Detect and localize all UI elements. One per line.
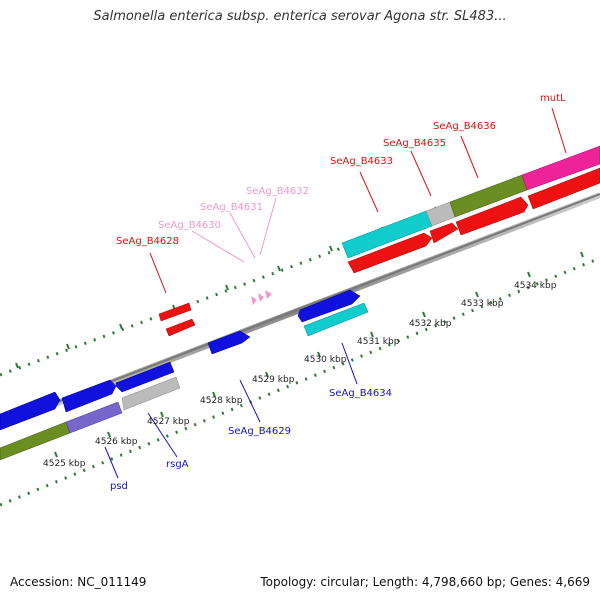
gene-label-b4634: SeAg_B4634 — [329, 388, 392, 399]
gene-feature-b4628-b[interactable] — [165, 318, 196, 337]
gene-feature-blue-1[interactable] — [0, 391, 61, 431]
scale-label-4530: 4530 kbp — [304, 355, 347, 365]
upper-dotted-track — [0, 150, 600, 377]
gene-feature-red-b[interactable] — [347, 232, 433, 274]
label-leaders — [104, 107, 567, 479]
map-title: Salmonella enterica subsp. enterica sero… — [93, 9, 507, 24]
gene-feature-red-c[interactable] — [429, 222, 459, 244]
gene-feature-blue-2[interactable] — [61, 379, 117, 413]
gene-feature-b4630[interactable] — [251, 296, 257, 305]
gene-feature-b4631[interactable] — [258, 293, 264, 302]
accession-text: Accession: NC_011149 — [10, 575, 147, 589]
scale-label-4533: 4533 kbp — [461, 299, 504, 309]
gene-label-psd: psd — [110, 481, 128, 492]
gene-feature-blue-3[interactable] — [115, 361, 175, 393]
gene-label-b4629: SeAg_B4629 — [228, 426, 291, 437]
gene-feature-b4629[interactable] — [207, 330, 251, 355]
gene-feature-rsgA[interactable] — [121, 376, 181, 411]
gene-label-b4630: SeAg_B4630 — [158, 220, 221, 231]
gene-feature-mutL[interactable] — [521, 145, 600, 191]
gene-feature-b4634-blue[interactable] — [297, 289, 361, 323]
gene-label-b4635: SeAg_B4635 — [383, 138, 446, 149]
gene-label-b4631: SeAg_B4631 — [200, 202, 263, 213]
genome-summary-text: Topology: circular; Length: 4,798,660 bp… — [260, 575, 590, 589]
gene-label-b4636: SeAg_B4636 — [433, 121, 496, 132]
gene-feature-b4628-a[interactable] — [158, 302, 192, 322]
gene-label-b4628: SeAg_B4628 — [116, 236, 179, 247]
gene-feature-red-d[interactable] — [527, 167, 600, 210]
scale-label-4528: 4528 kbp — [200, 396, 243, 406]
lower-dotted-track — [0, 256, 600, 507]
gene-label-b4632: SeAg_B4632 — [246, 186, 309, 197]
gene-feature-b4634[interactable] — [303, 302, 369, 337]
gene-labels: psd rsgA SeAg_B4629 SeAg_B4634 SeAg_B462… — [110, 93, 566, 492]
gene-feature-olive-lower[interactable] — [0, 421, 71, 461]
gene-label-b4633: SeAg_B4633 — [330, 156, 393, 167]
scale-label-4526: 4526 kbp — [95, 437, 138, 447]
gene-feature-gray-upper[interactable] — [425, 201, 456, 227]
scale-label-4532: 4532 kbp — [409, 319, 452, 329]
scale-label-4534: 4534 kbp — [514, 281, 557, 291]
gene-label-rsgA: rsgA — [166, 459, 189, 470]
lower-major-ticks — [54, 251, 584, 458]
scale-label-4527: 4527 kbp — [147, 417, 190, 427]
gene-feature-psd[interactable] — [65, 401, 123, 434]
gene-label-mutL: mutL — [540, 93, 566, 104]
scale-label-4531: 4531 kbp — [357, 337, 400, 347]
gene-feature-b4636[interactable] — [455, 196, 529, 236]
gene-feature-b4632[interactable] — [265, 290, 272, 299]
scale-labels: 4525 kbp 4526 kbp 4527 kbp 4528 kbp 4529… — [43, 281, 557, 469]
scale-label-4529: 4529 kbp — [252, 375, 295, 385]
scale-label-4525: 4525 kbp — [43, 459, 86, 469]
